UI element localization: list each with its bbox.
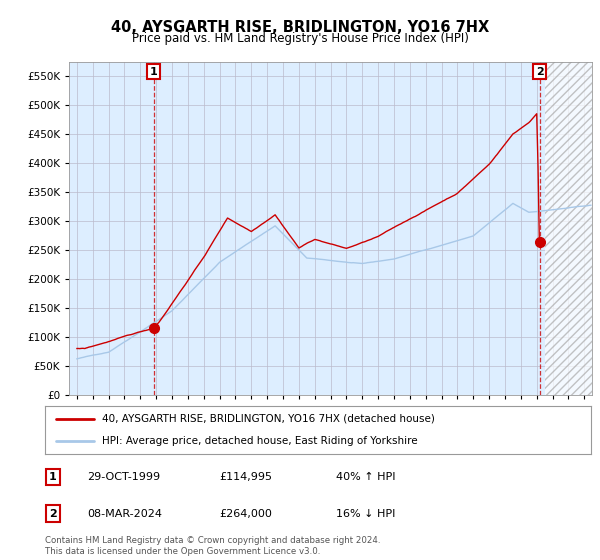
Text: 40, AYSGARTH RISE, BRIDLINGTON, YO16 7HX (detached house): 40, AYSGARTH RISE, BRIDLINGTON, YO16 7HX… [103, 414, 435, 424]
Text: 2: 2 [49, 508, 56, 519]
Text: HPI: Average price, detached house, East Riding of Yorkshire: HPI: Average price, detached house, East… [103, 436, 418, 446]
Text: 08-MAR-2024: 08-MAR-2024 [87, 508, 162, 519]
Text: 40, AYSGARTH RISE, BRIDLINGTON, YO16 7HX: 40, AYSGARTH RISE, BRIDLINGTON, YO16 7HX [111, 20, 489, 35]
Text: Price paid vs. HM Land Registry's House Price Index (HPI): Price paid vs. HM Land Registry's House … [131, 32, 469, 45]
Text: 16% ↓ HPI: 16% ↓ HPI [336, 508, 395, 519]
Text: 1: 1 [49, 472, 56, 482]
Text: 29-OCT-1999: 29-OCT-1999 [87, 472, 160, 482]
Text: Contains HM Land Registry data © Crown copyright and database right 2024.
This d: Contains HM Land Registry data © Crown c… [45, 536, 380, 556]
Text: £114,995: £114,995 [219, 472, 272, 482]
Bar [545, 62, 592, 395]
Text: 40% ↑ HPI: 40% ↑ HPI [336, 472, 395, 482]
Text: 2: 2 [536, 67, 544, 77]
Text: 1: 1 [149, 67, 157, 77]
Text: £264,000: £264,000 [219, 508, 272, 519]
